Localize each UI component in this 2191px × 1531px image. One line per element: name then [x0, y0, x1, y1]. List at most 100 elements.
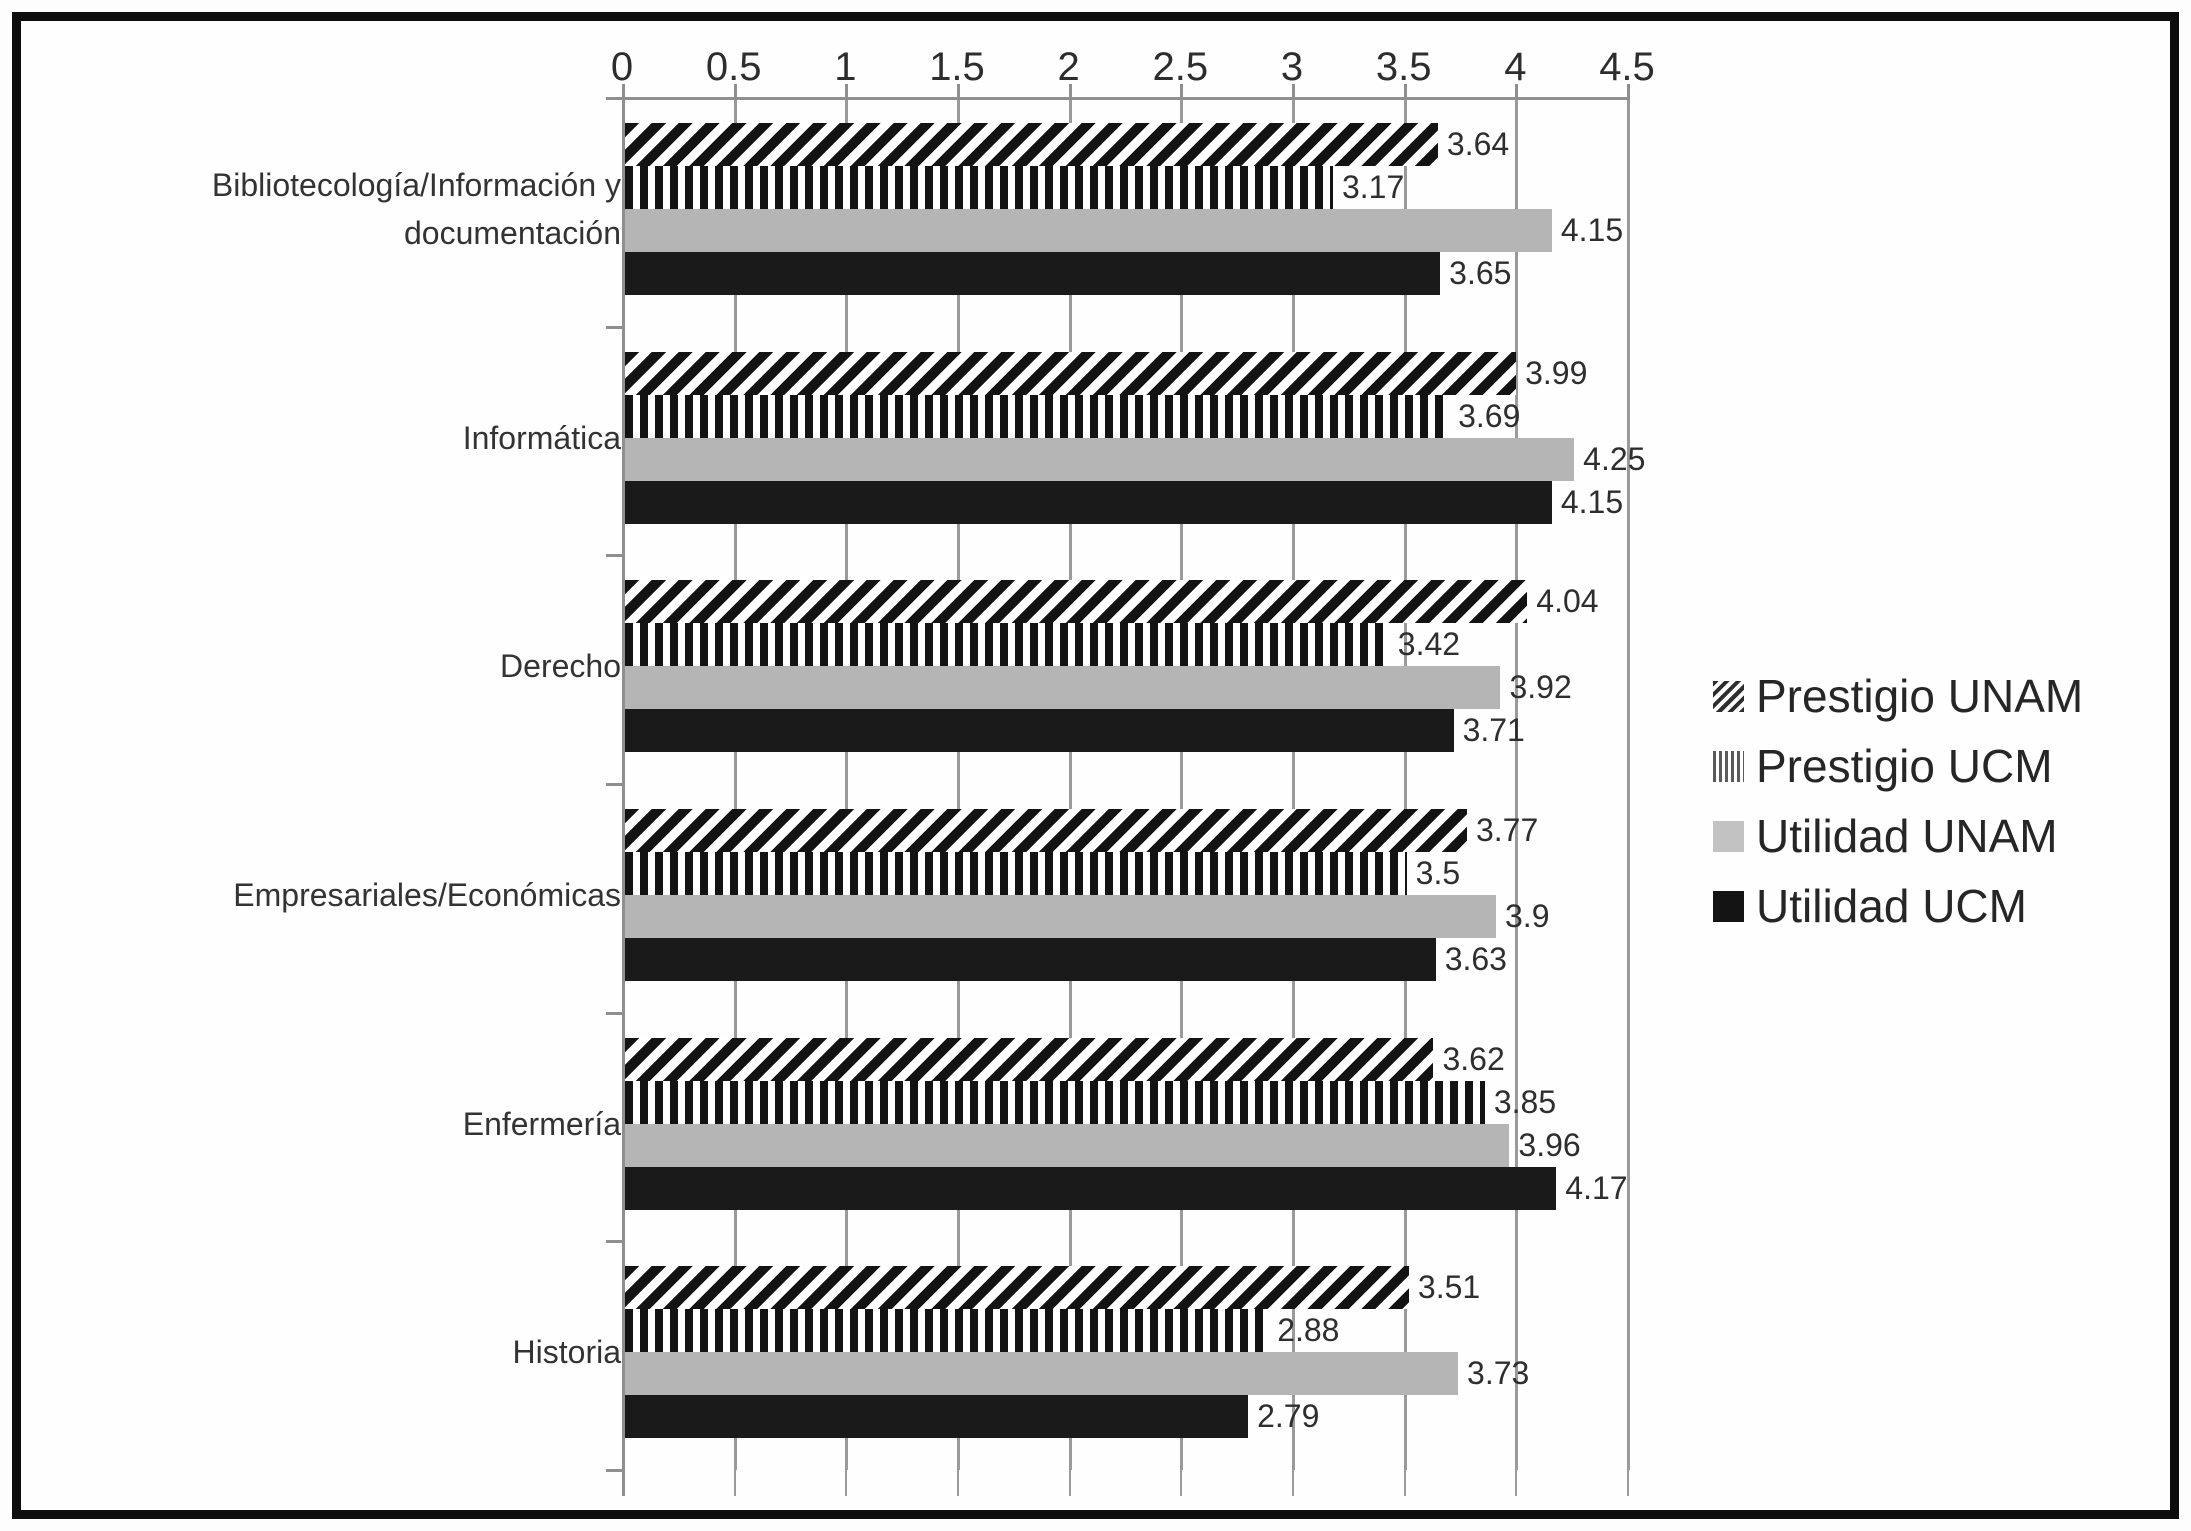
- x-axis-tick: [1292, 84, 1295, 98]
- bar-black: [625, 709, 1454, 753]
- bar-gray: [625, 1123, 1510, 1167]
- legend-label: Prestigio UCM: [1756, 740, 2053, 792]
- gridline: [1515, 98, 1519, 1470]
- bar-hatch: [625, 123, 1438, 166]
- category-label: Derecho: [500, 648, 621, 685]
- bar-hatch: [625, 1266, 1409, 1310]
- category-label: Empresariales/Económicas: [233, 877, 621, 913]
- x-axis-tick-label: 4.5: [1599, 45, 1655, 89]
- x-axis-tick-label: 1: [834, 45, 857, 89]
- gridline: [1292, 98, 1295, 1470]
- y-axis-tick: [606, 1469, 622, 1472]
- value-label: 3.92: [1509, 669, 1572, 706]
- x-axis-tick-label: 3.5: [1375, 45, 1432, 89]
- legend-swatch-black: [1713, 890, 1744, 922]
- bar-vstripe: [625, 623, 1389, 667]
- x-axis-tick-label: 2.5: [1152, 45, 1209, 89]
- value-label: 3.64: [1446, 126, 1510, 162]
- value-label: 4.15: [1560, 483, 1624, 520]
- y-axis-tick: [606, 325, 622, 329]
- gridline: [845, 98, 849, 1470]
- legend-item: Prestigio UCM: [1713, 739, 2083, 793]
- bar-black: [625, 1395, 1249, 1439]
- legend-item: Utilidad UCM: [1713, 879, 2083, 933]
- y-axis-tick: [606, 554, 622, 558]
- x-axis-tick-label: 0: [610, 45, 634, 89]
- gridline: [1180, 98, 1184, 1470]
- value-label: 2.88: [1277, 1312, 1340, 1349]
- value-label: 2.79: [1257, 1398, 1320, 1435]
- x-axis-tick: [1292, 1470, 1294, 1496]
- bar-hatch: [625, 809, 1467, 852]
- bar-vstripe: [625, 166, 1333, 209]
- gridline: [1068, 98, 1072, 1470]
- x-axis-tick: [733, 1470, 736, 1496]
- value-label: 3.42: [1397, 626, 1461, 663]
- bar-gray: [625, 895, 1496, 938]
- x-axis-tick: [957, 1470, 959, 1496]
- x-axis-tick: [1627, 84, 1630, 98]
- value-label: 3.5: [1415, 855, 1461, 891]
- value-label: 4.17: [1565, 1169, 1628, 1206]
- value-label: 3.17: [1341, 169, 1405, 205]
- y-axis-tick: [606, 1240, 622, 1244]
- category-label: Enfermería: [462, 1105, 621, 1142]
- legend: Prestigio UNAM Prestigio UCM Utilidad UNAM…: [1713, 669, 2083, 933]
- bar-black: [625, 480, 1552, 524]
- x-axis-tick: [1180, 84, 1184, 98]
- value-label: 4.15: [1560, 212, 1624, 248]
- bar-vstripe: [625, 1309, 1269, 1353]
- legend-item: Prestigio UNAM: [1713, 669, 2083, 723]
- legend-swatch-gray: [1713, 820, 1744, 852]
- x-axis-tick: [845, 84, 849, 98]
- value-label: 3.99: [1525, 354, 1588, 391]
- chart-frame: Prestigio UNAM Prestigio UCM Utilidad UNAM…: [12, 12, 2179, 1519]
- x-axis-tick: [1627, 1470, 1629, 1496]
- value-label: 3.62: [1442, 1040, 1505, 1077]
- x-axis-tick: [1403, 1470, 1406, 1496]
- x-axis-tick: [1515, 1470, 1518, 1496]
- bar-black: [625, 938, 1436, 981]
- x-axis-tick: [845, 1470, 848, 1496]
- x-axis-tick: [1515, 84, 1519, 98]
- x-axis-tick-label: 2: [1057, 45, 1080, 89]
- gridline: [957, 98, 960, 1470]
- x-axis-tick-label: 4: [1504, 45, 1527, 89]
- value-label: 3.9: [1505, 898, 1550, 934]
- bar-gray: [625, 1352, 1459, 1396]
- value-label: 3.73: [1467, 1355, 1530, 1392]
- value-label: 3.77: [1475, 812, 1539, 848]
- y-axis-line: [622, 98, 625, 1496]
- category-label: Bibliotecología/Información y documentac…: [211, 167, 621, 251]
- x-axis-tick-label: 3: [1280, 45, 1304, 89]
- legend-swatch-vstripe: [1713, 750, 1744, 782]
- value-label: 4.25: [1583, 440, 1646, 477]
- gridline: [733, 98, 737, 1470]
- legend-swatch-hatch: [1713, 680, 1744, 712]
- gridline: [1627, 98, 1630, 1470]
- value-label: 3.71: [1462, 712, 1525, 749]
- value-label: 4.04: [1536, 583, 1599, 620]
- x-axis-tick-label: 1.5: [929, 45, 985, 89]
- value-label: 3.69: [1458, 397, 1521, 434]
- x-axis-tick: [1068, 1470, 1071, 1496]
- legend-label: Prestigio UNAM: [1756, 670, 2084, 722]
- legend-label: Utilidad UNAM: [1756, 810, 2058, 862]
- value-label: 3.63: [1444, 941, 1507, 977]
- x-axis-tick: [1180, 1470, 1183, 1496]
- bar-hatch: [625, 580, 1528, 624]
- y-axis-tick: [606, 97, 622, 100]
- x-axis-line: [606, 97, 1630, 100]
- x-axis-tick: [733, 84, 737, 98]
- x-axis-tick: [1403, 84, 1407, 98]
- legend-item: Utilidad UNAM: [1713, 809, 2083, 863]
- x-axis-tick: [1068, 84, 1072, 98]
- bar-black: [625, 1166, 1557, 1210]
- bar-gray: [625, 666, 1501, 710]
- category-label: Historia: [512, 1334, 621, 1371]
- bar-black: [625, 252, 1441, 295]
- bar-hatch: [625, 1037, 1434, 1081]
- x-axis-tick-label: 0.5: [705, 45, 762, 89]
- value-label: 3.65: [1449, 255, 1512, 291]
- bar-gray: [625, 437, 1575, 481]
